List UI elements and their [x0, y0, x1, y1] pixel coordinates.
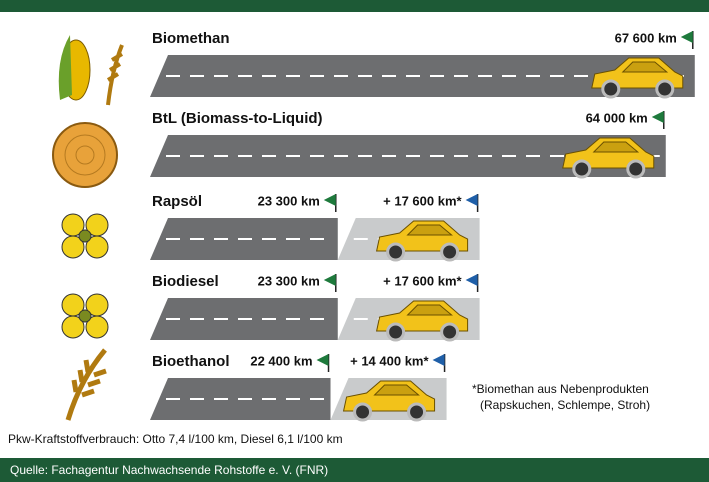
car-wheel	[572, 159, 592, 179]
corn-icon	[58, 35, 124, 106]
car	[591, 57, 684, 99]
road-segment	[150, 55, 695, 97]
car-wheel	[386, 242, 406, 262]
flower-icon	[61, 213, 109, 259]
category-label: Biodiesel	[152, 273, 219, 290]
value-label: 23 300 km	[258, 193, 320, 208]
footnote: (Rapskuchen, Schlempe, Stroh)	[480, 398, 650, 412]
category-label: Biomethan	[152, 30, 230, 47]
category-label: Rapsöl	[152, 193, 202, 210]
car	[342, 380, 436, 422]
car	[375, 300, 469, 342]
source: Quelle: Fachagentur Nachwachsende Rohsto…	[10, 463, 328, 477]
wheat-icon	[65, 348, 107, 421]
flag	[432, 354, 445, 366]
value-label: + 17 600 km*	[383, 273, 462, 288]
note: Pkw-Kraftstoffverbrauch: Otto 7,4 l/100 …	[8, 432, 343, 446]
value-label: + 14 400 km*	[350, 353, 429, 368]
car-window	[592, 141, 640, 153]
car	[562, 137, 655, 179]
value-label: 67 600 km	[615, 30, 677, 45]
car-wheel	[440, 242, 460, 262]
car-window	[621, 61, 669, 73]
car-wheel	[440, 322, 460, 342]
value-label: + 17 600 km*	[383, 193, 462, 208]
value-label: 23 300 km	[258, 273, 320, 288]
car	[375, 220, 469, 262]
car-window	[373, 384, 420, 396]
flag	[465, 194, 478, 206]
car-wheel	[407, 402, 427, 422]
car-wheel	[626, 159, 646, 179]
car-window	[406, 224, 453, 236]
value-label: 22 400 km	[250, 353, 312, 368]
source-band	[0, 458, 709, 482]
flag	[680, 31, 693, 43]
header-band	[0, 0, 709, 12]
flag	[651, 111, 664, 123]
flag	[465, 274, 478, 286]
car-wheel	[353, 402, 373, 422]
footnote: *Biomethan aus Nebenprodukten	[472, 382, 649, 396]
car-wheel	[601, 79, 621, 99]
car-wheel	[386, 322, 406, 342]
value-label: 64 000 km	[586, 110, 648, 125]
flag	[323, 274, 336, 286]
category-label: Bioethanol	[152, 353, 230, 370]
car-wheel	[655, 79, 675, 99]
hay-icon	[52, 122, 118, 188]
flag	[316, 354, 329, 366]
car-window	[406, 304, 453, 316]
flower-icon	[61, 293, 109, 339]
category-label: BtL (Biomass-to-Liquid)	[152, 110, 323, 127]
flag	[323, 194, 336, 206]
